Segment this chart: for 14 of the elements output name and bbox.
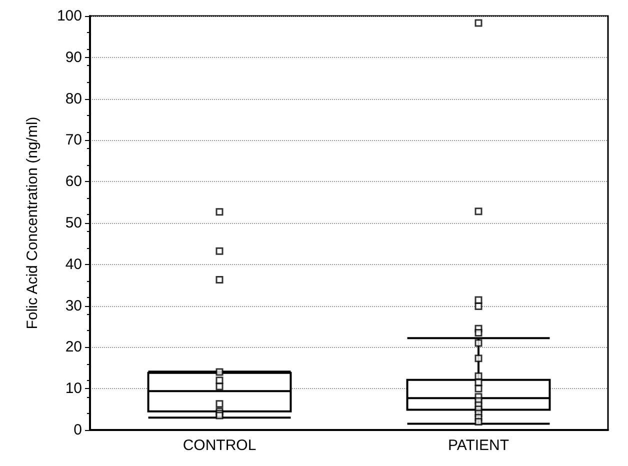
x-tick-label: PATIENT bbox=[448, 437, 510, 454]
y-tick-label: 50 bbox=[65, 214, 82, 232]
y-tick-label: 30 bbox=[65, 297, 82, 314]
y-tick-label: 70 bbox=[65, 132, 82, 149]
y-tick-label: 0 bbox=[74, 422, 82, 438]
y-tick-label: 100 bbox=[56, 8, 82, 24]
y-tick-label: 90 bbox=[65, 48, 82, 66]
x-tick-label: CONTROL bbox=[182, 437, 256, 454]
y-tick-label: 20 bbox=[65, 338, 82, 356]
y-tick-label: 10 bbox=[65, 380, 82, 398]
y-tick-label: 80 bbox=[65, 90, 82, 108]
y-axis-title: Folic Acid Concentration (ng/ml) bbox=[24, 116, 41, 330]
y-tick-label: 60 bbox=[65, 173, 82, 190]
y-tick-label: 40 bbox=[65, 256, 82, 273]
